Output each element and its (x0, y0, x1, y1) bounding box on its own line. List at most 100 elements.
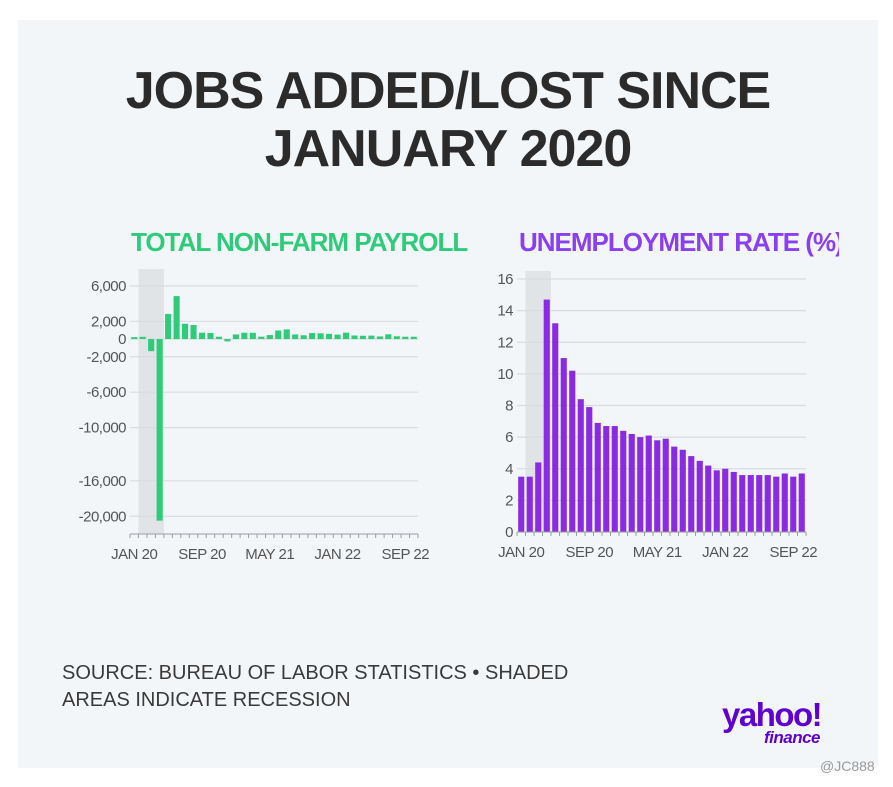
x-tick-label: MAY 21 (633, 544, 682, 561)
title-line-1: JOBS ADDED/LOST SINCE (125, 62, 772, 120)
y-tick-label: 2,000 (91, 313, 126, 330)
bar (326, 333, 333, 340)
bar (586, 407, 593, 532)
bar (198, 332, 206, 340)
logo-sub: finance (764, 728, 821, 747)
bar (300, 335, 307, 340)
bar (790, 476, 797, 532)
bar (552, 323, 559, 532)
bar (773, 476, 780, 532)
bar (560, 358, 567, 532)
bar (131, 337, 138, 340)
bar (645, 435, 652, 532)
bar (292, 334, 299, 340)
source-line-1: SOURCE: BUREAU OF LABOR STATISTICS • SHA… (62, 662, 569, 684)
bar (385, 334, 392, 340)
bar (266, 335, 273, 340)
bar (359, 335, 366, 340)
bar (696, 460, 703, 532)
y-tick-label: 16 (497, 271, 513, 288)
x-tick-label: JAN 22 (314, 546, 360, 563)
bar (148, 339, 155, 352)
bar (156, 339, 163, 521)
bar (543, 299, 550, 532)
bar (594, 422, 601, 532)
bar (713, 470, 720, 532)
bar (410, 336, 417, 340)
watermark: @JC888 (820, 758, 875, 774)
bar (671, 446, 678, 532)
bar (654, 440, 661, 532)
bar (249, 332, 256, 340)
source-line-2: AREAS INDICATE RECESSION (62, 689, 351, 711)
y-tick-label: 6,000 (91, 278, 126, 295)
bar (662, 438, 669, 532)
bar (351, 335, 358, 340)
y-tick-label: 4 (505, 461, 513, 478)
yahoo-finance-logo: yahoo! finance (722, 698, 852, 750)
bar (526, 476, 533, 532)
y-tick-label: -20,000 (79, 508, 127, 525)
bar (628, 433, 635, 532)
title-line-2: JANUARY 2020 (264, 120, 633, 178)
bar (173, 296, 180, 340)
y-tick-label: 6 (505, 429, 513, 446)
bar (603, 426, 610, 532)
bar (232, 334, 239, 340)
bar (798, 473, 805, 532)
y-tick-label: 0 (505, 524, 513, 541)
x-tick-label: SEP 20 (565, 544, 613, 561)
y-tick-label: -2,000 (86, 349, 126, 366)
bar (688, 456, 695, 532)
source-note: SOURCE: BUREAU OF LABOR STATISTICS • SHA… (62, 660, 622, 714)
bar (764, 475, 771, 532)
bar (518, 476, 525, 532)
x-tick-label: SEP 20 (178, 546, 226, 563)
bar (535, 462, 542, 532)
bar (402, 336, 409, 340)
bar (139, 336, 146, 340)
x-tick-label: SEP 22 (769, 544, 817, 561)
page-title: JOBS ADDED/LOST SINCE JANUARY 2020 (18, 62, 878, 178)
bar (722, 468, 729, 532)
y-tick-label: 8 (505, 398, 513, 415)
bar (165, 313, 172, 340)
bar (334, 334, 341, 340)
y-tick-label: 10 (497, 366, 513, 383)
bar (317, 333, 324, 340)
y-tick-label: -16,000 (79, 473, 127, 490)
x-tick-label: JAN 20 (111, 546, 157, 563)
bar (368, 335, 375, 340)
bar (756, 475, 763, 532)
bar (393, 336, 400, 340)
x-tick-label: JAN 22 (702, 544, 748, 561)
unemployment-chart-title: UNEMPLOYMENT RATE (%) (519, 227, 839, 257)
bar (258, 336, 265, 340)
bar (569, 370, 576, 532)
y-tick-label: 0 (118, 331, 126, 348)
bar (241, 332, 248, 340)
bar (342, 332, 350, 340)
bar (376, 336, 383, 340)
y-tick-label: 12 (497, 334, 513, 351)
y-tick-label: -10,000 (79, 420, 127, 437)
bar (611, 426, 618, 532)
y-tick-label: 2 (505, 492, 513, 509)
bar (705, 465, 712, 532)
bar (620, 430, 627, 532)
payroll-chart-title: TOTAL NON-FARM PAYROLL (1 (131, 227, 468, 257)
bar (275, 330, 282, 340)
y-tick-label: 14 (497, 303, 513, 320)
bar (309, 333, 316, 340)
bar (283, 329, 290, 340)
bar (637, 437, 644, 532)
bar (190, 325, 197, 340)
bar (781, 473, 788, 532)
bar (730, 471, 737, 532)
bar (679, 449, 686, 532)
bar (747, 475, 754, 532)
bar (182, 323, 189, 340)
x-tick-label: SEP 22 (381, 546, 429, 563)
